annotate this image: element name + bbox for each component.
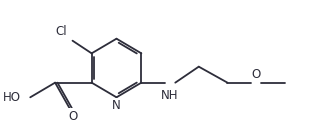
Text: O: O	[69, 109, 78, 123]
Text: NH: NH	[161, 89, 179, 103]
Text: O: O	[252, 68, 261, 81]
Text: Cl: Cl	[55, 25, 67, 38]
Text: N: N	[112, 99, 121, 112]
Text: HO: HO	[3, 91, 21, 104]
